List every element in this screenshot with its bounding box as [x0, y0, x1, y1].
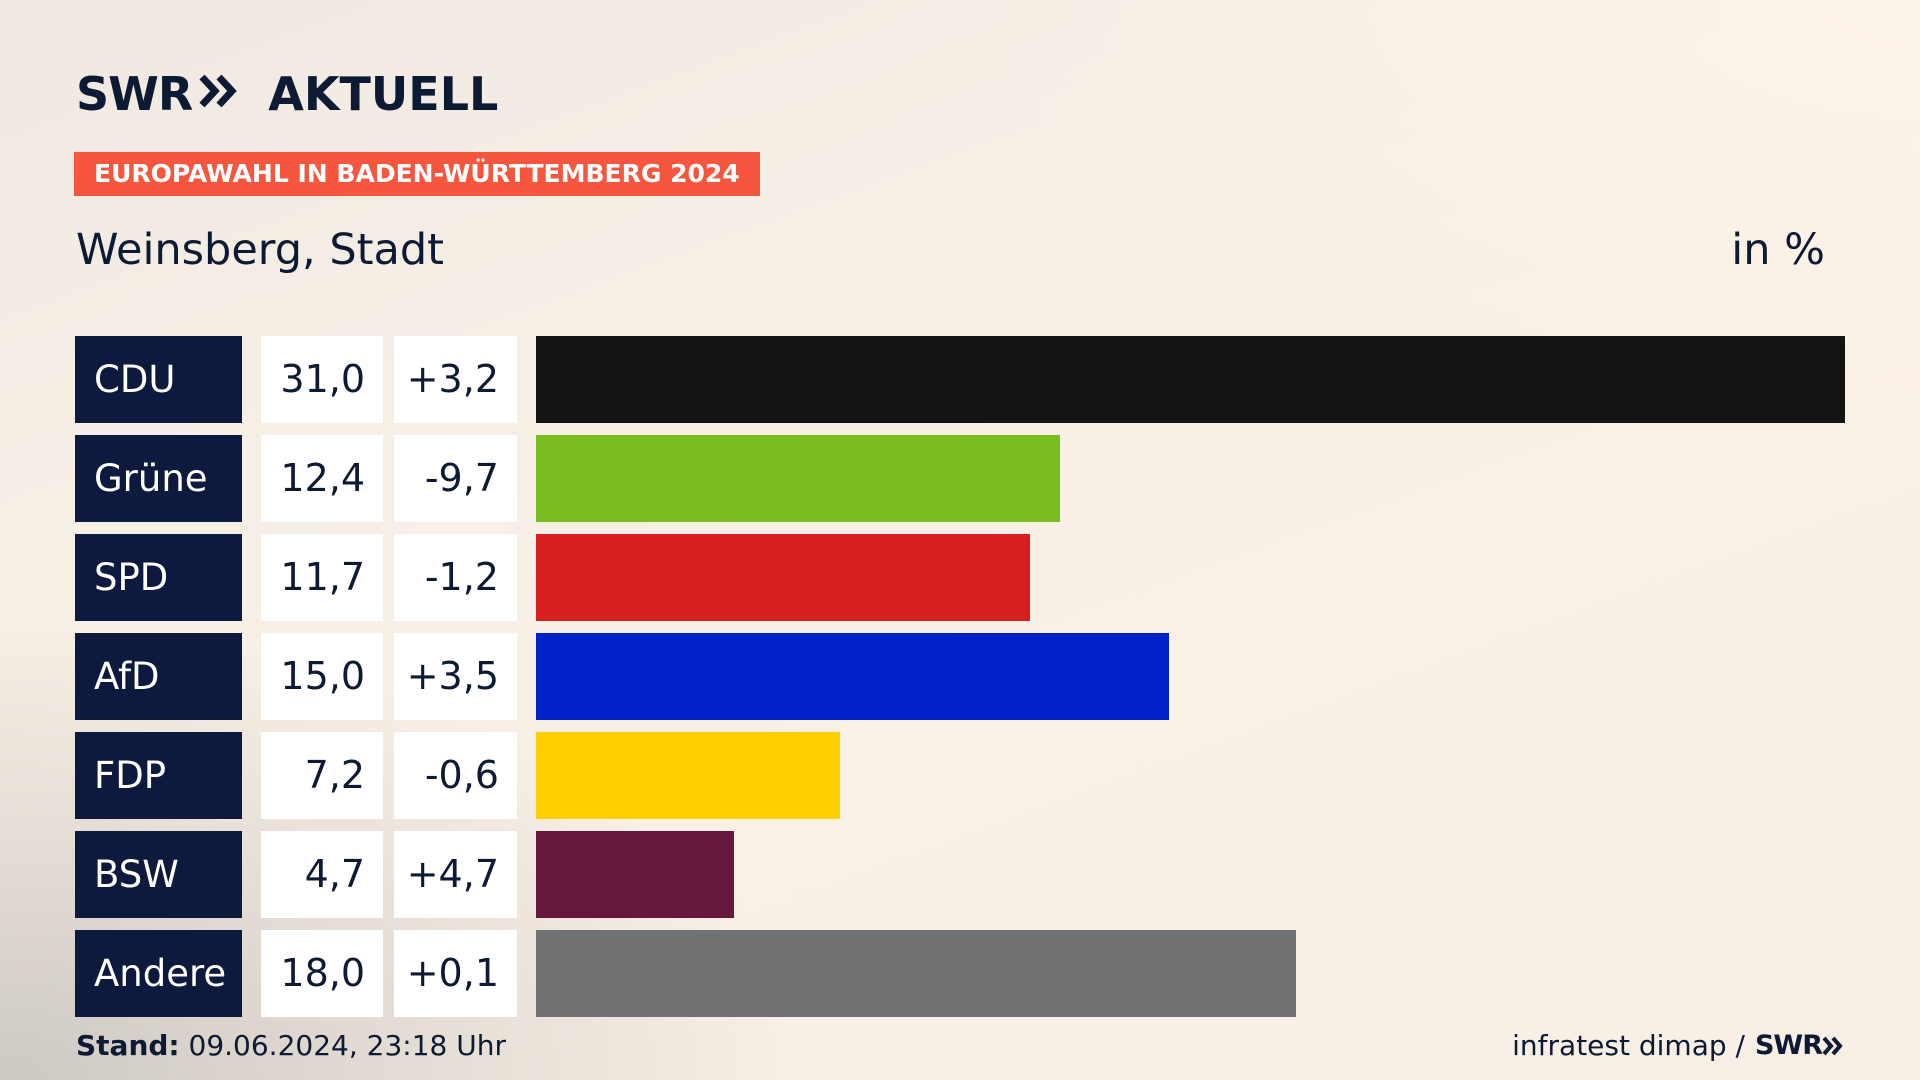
vote-share-value: 18,0: [261, 930, 383, 1017]
chevron-double-right-icon: [199, 74, 238, 108]
source-credit: infratest dimap / SWR: [1512, 1028, 1844, 1064]
vote-share-change: -0,6: [394, 732, 517, 819]
result-bar: [536, 930, 1296, 1017]
unit-label: in %: [1731, 225, 1825, 275]
party-label: CDU: [75, 336, 242, 423]
stand-value: 09.06.2024, 23:18 Uhr: [179, 1029, 506, 1062]
result-bar: [536, 435, 1060, 522]
vote-share-change: +4,7: [394, 831, 517, 918]
result-row: Grüne 12,4 -9,7: [75, 435, 1845, 522]
vote-share-value: 4,7: [261, 831, 383, 918]
vote-share-value: 11,7: [261, 534, 383, 621]
result-row: FDP 7,2 -0,6: [75, 732, 1845, 819]
party-label: SPD: [75, 534, 242, 621]
logo-double-chevron-icon: [198, 72, 240, 116]
vote-share-value: 7,2: [261, 732, 383, 819]
logo-swr-text: SWR: [76, 67, 193, 121]
source-chevron-icon: [1822, 1036, 1843, 1056]
logo-aktuell-text: AKTUELL: [268, 67, 499, 121]
vote-share-change: +3,5: [394, 633, 517, 720]
vote-share-change: -9,7: [394, 435, 517, 522]
party-label: FDP: [75, 732, 242, 819]
party-label: Andere: [75, 930, 242, 1017]
vote-share-value: 15,0: [261, 633, 383, 720]
source-swr-logo: SWR: [1754, 1030, 1823, 1061]
result-row: Andere 18,0 +0,1: [75, 930, 1845, 1017]
stand-label: Stand:: [76, 1029, 180, 1062]
result-row: CDU 31,0 +3,2: [75, 336, 1845, 423]
party-label: Grüne: [75, 435, 242, 522]
party-label: AfD: [75, 633, 242, 720]
result-row: SPD 11,7 -1,2: [75, 534, 1845, 621]
source-text: infratest dimap /: [1512, 1029, 1745, 1062]
vote-share-change: -1,2: [394, 534, 517, 621]
result-bar: [536, 534, 1030, 621]
result-row: AfD 15,0 +3,5: [75, 633, 1845, 720]
vote-share-value: 31,0: [261, 336, 383, 423]
region-title: Weinsberg, Stadt: [76, 225, 445, 275]
swr-aktuell-logo: SWR AKTUELL: [76, 64, 498, 124]
timestamp: Stand: 09.06.2024, 23:18 Uhr: [76, 1028, 506, 1064]
vote-share-value: 12,4: [261, 435, 383, 522]
party-label: BSW: [75, 831, 242, 918]
election-banner: EUROPAWAHL IN BADEN-WÜRTTEMBERG 2024: [74, 152, 760, 196]
result-bar: [536, 831, 734, 918]
result-bar: [536, 732, 840, 819]
vote-share-change: +0,1: [394, 930, 517, 1017]
result-row: BSW 4,7 +4,7: [75, 831, 1845, 918]
vote-share-change: +3,2: [394, 336, 517, 423]
result-bar: [536, 336, 1845, 423]
result-bar: [536, 633, 1169, 720]
